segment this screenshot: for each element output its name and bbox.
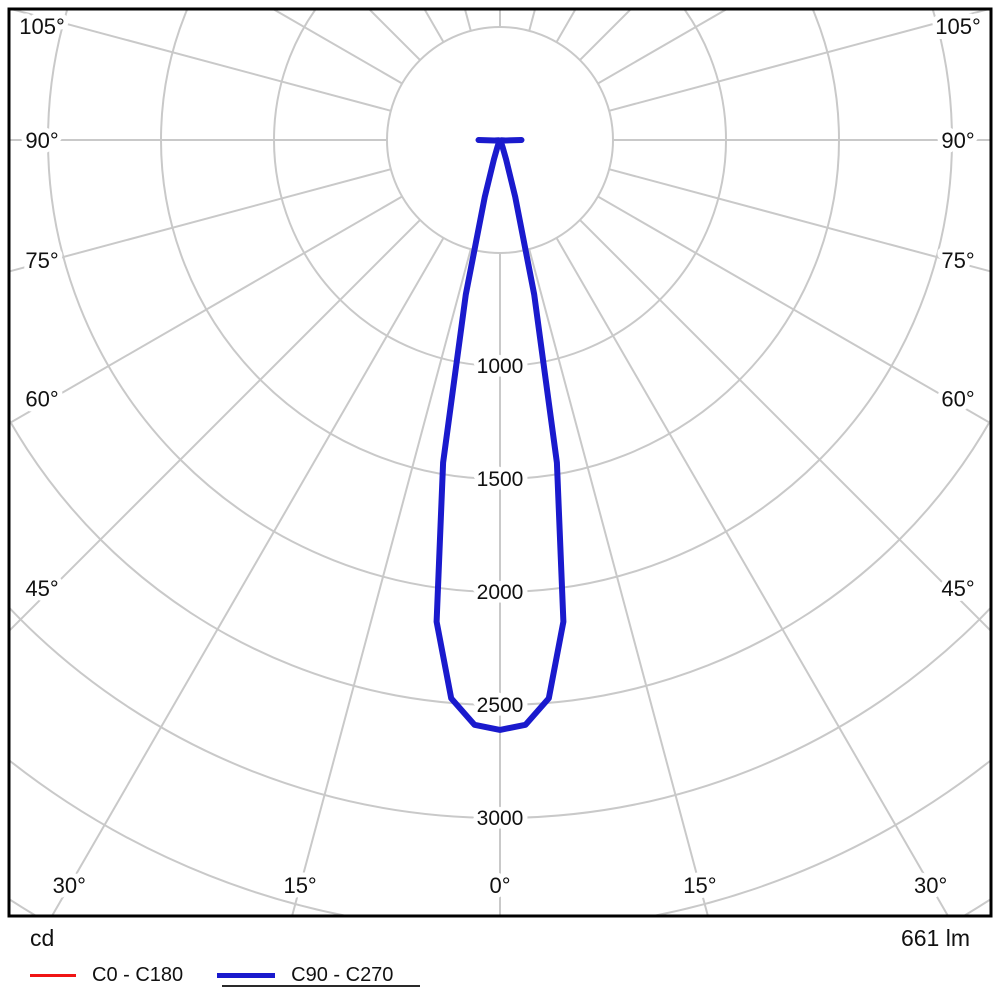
angle-label-right: 60° bbox=[941, 387, 974, 412]
angle-label-bottom: 15° bbox=[683, 873, 716, 898]
polar-grid bbox=[10, 10, 990, 915]
grid-ray bbox=[10, 168, 392, 273]
grid-ray bbox=[528, 248, 709, 915]
radial-unit-label: cd bbox=[30, 925, 55, 951]
grid-ray bbox=[579, 219, 990, 632]
grid-ray bbox=[10, 10, 392, 112]
legend-item-c90-c270: C90 - C270 bbox=[217, 964, 393, 987]
grid-ray bbox=[272, 10, 403, 85]
angle-label-right: 75° bbox=[941, 248, 974, 273]
angle-label-left: 90° bbox=[25, 128, 58, 153]
angle-label-left: 75° bbox=[25, 248, 58, 273]
grid-ray bbox=[555, 10, 577, 43]
polar-intensity-chart: 1000 1500 2000 2500 3000 105° 90° 75° 60° 45° 105°… bbox=[7, 7, 993, 918]
legend-label-c0-c180: C0 - C180 bbox=[92, 964, 184, 986]
grid-ray bbox=[608, 168, 990, 273]
legend-label-c90-c270: C90 - C270 bbox=[291, 964, 394, 986]
radial-tick-label: 2000 bbox=[477, 581, 524, 604]
grid-ray bbox=[423, 10, 445, 43]
angle-label-right: 45° bbox=[941, 576, 974, 601]
c0-c180-line-swatch-icon bbox=[30, 974, 76, 977]
radial-tick-label: 1500 bbox=[477, 468, 524, 491]
grid-ray bbox=[464, 10, 472, 32]
grid-ray bbox=[555, 237, 949, 915]
angle-label-bottom: 0° bbox=[489, 873, 510, 898]
grid-ray bbox=[291, 248, 472, 915]
radial-tick-label: 2500 bbox=[477, 694, 524, 717]
legend-item-c0-c180: C0 - C180 bbox=[30, 964, 183, 987]
angle-label-right: 105° bbox=[935, 14, 981, 39]
grid-ray bbox=[597, 10, 728, 85]
angle-label-left: 105° bbox=[19, 14, 65, 39]
chart-footer: cd 661 lm C0 - C180 C90 - C270 bbox=[0, 917, 1000, 987]
grid-ray bbox=[597, 195, 990, 425]
angle-label-bottom: 15° bbox=[283, 873, 316, 898]
angle-label-left: 60° bbox=[25, 387, 58, 412]
radial-tick-label: 3000 bbox=[477, 807, 524, 830]
angle-label-bottom: 30° bbox=[914, 873, 947, 898]
intensity-curve-c90-c270 bbox=[433, 137, 567, 733]
c90-c270-line-swatch-icon bbox=[217, 973, 276, 978]
legend: C0 - C180 C90 - C270 bbox=[30, 964, 970, 987]
angle-label-bottom: 30° bbox=[53, 873, 86, 898]
grid-ray bbox=[51, 237, 445, 915]
grid-ray bbox=[528, 10, 536, 32]
legend-underline bbox=[222, 985, 420, 987]
plot-border bbox=[7, 7, 993, 918]
angle-label-right: 90° bbox=[941, 128, 974, 153]
luminous-flux-label: 661 lm bbox=[900, 925, 970, 951]
grid-ray bbox=[608, 10, 990, 112]
units-row: cd 661 lm bbox=[30, 925, 970, 952]
angle-label-left: 45° bbox=[25, 576, 58, 601]
grid-ray bbox=[10, 195, 403, 425]
radial-tick-label: 1000 bbox=[477, 355, 524, 378]
grid-ray bbox=[10, 219, 421, 632]
